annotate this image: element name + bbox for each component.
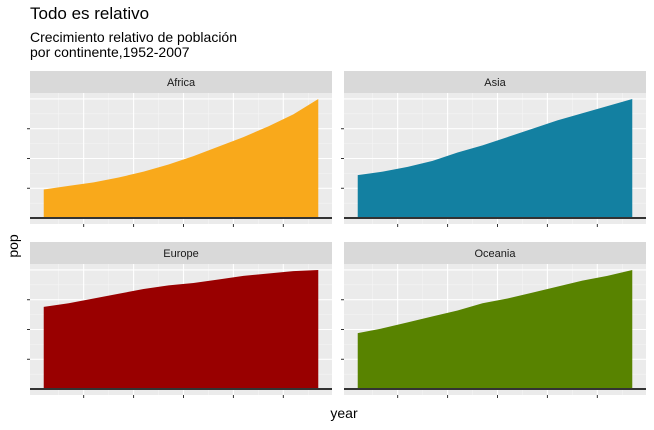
- facet-strip: [344, 71, 646, 93]
- facet-label: Oceania: [475, 248, 517, 260]
- chart-title: Todo es relativo: [30, 4, 150, 23]
- area-series-africa: [43, 98, 319, 219]
- facet-label: Africa: [167, 77, 196, 89]
- facet-label: Asia: [484, 77, 506, 89]
- chart-subtitle: Crecimiento relativo de población por co…: [30, 29, 237, 60]
- facet-strip: [30, 71, 332, 93]
- y-axis-label: pop: [5, 234, 21, 258]
- area-series-oceania: [357, 269, 633, 390]
- area-series-europe: [43, 269, 319, 390]
- facet-strip: [344, 242, 646, 264]
- area-series-asia: [357, 98, 633, 219]
- facet-label: Europe: [163, 248, 198, 260]
- x-axis-label: year: [330, 405, 358, 421]
- facet-strip: [30, 242, 332, 264]
